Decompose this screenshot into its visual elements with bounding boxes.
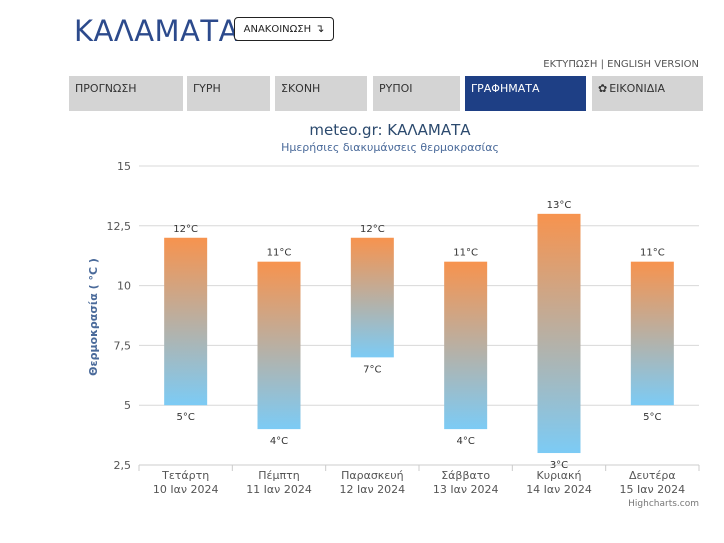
x-category-day: Σάββατο [441, 469, 490, 482]
x-category-day: Κυριακή [537, 469, 582, 482]
tab-label: ΠΡΟΓΝΩΣΗ [75, 82, 137, 95]
x-category-day: Πέμπτη [258, 469, 299, 482]
english-version-link[interactable]: ENGLISH VERSION [607, 59, 699, 70]
y-tick-label: 5 [124, 399, 131, 412]
tab-label: ΓΥΡΗ [193, 82, 221, 95]
temperature-range-bar [257, 261, 301, 430]
tab-label: ΣΚΟΝΗ [281, 82, 321, 95]
tab-pollen[interactable]: ΓΥΡΗ [187, 76, 270, 111]
y-tick-label: 12,5 [107, 220, 132, 233]
y-tick-label: 15 [117, 160, 131, 173]
y-axis-title: Θερμοκρασία ( °C ) [87, 258, 100, 376]
high-temp-label: 11°C [453, 248, 478, 259]
low-temp-label: 3°C [550, 460, 568, 471]
gear-icon: ✿ [598, 82, 608, 95]
x-category-day: Δευτέρα [629, 469, 676, 482]
low-temp-label: 4°C [270, 436, 288, 447]
temperature-range-bar [537, 213, 581, 454]
chart-title: meteo.gr: ΚΑΛΑΜΑΤΑ [309, 121, 471, 139]
temperature-range-bar [350, 237, 394, 358]
low-temp-label: 5°C [176, 412, 194, 423]
tab-dust[interactable]: ΣΚΟΝΗ [275, 76, 367, 111]
x-category-date: 11 Ιαν 2024 [246, 483, 312, 496]
high-temp-label: 11°C [640, 248, 665, 259]
x-category-date: 13 Ιαν 2024 [433, 483, 499, 496]
high-temp-label: 13°C [547, 200, 572, 211]
print-link[interactable]: ΕΚΤΥΠΩΣΗ [543, 59, 598, 70]
temperature-range-bar [444, 261, 488, 430]
y-tick-label: 2,5 [114, 459, 132, 472]
chart-subtitle: Ημερήσιες διακυμάνσεις θερμοκρασίας [281, 141, 499, 154]
high-temp-label: 12°C [360, 224, 385, 235]
chart-svg: meteo.gr: ΚΑΛΑΜΑΤΑ Ημερήσιες διακυμάνσει… [87, 121, 700, 509]
temperature-range-bar [630, 261, 674, 406]
temperature-range-bar [164, 237, 208, 406]
tab-icons[interactable]: ✿ ΕΙΚΟΝΙΔΙΑ [592, 76, 703, 111]
separator: | [600, 59, 604, 70]
arrow-down-icon: ↴ [315, 22, 325, 35]
low-temp-label: 5°C [643, 412, 661, 423]
x-category-date: 10 Ιαν 2024 [153, 483, 219, 496]
tab-forecast[interactable]: ΠΡΟΓΝΩΣΗ [69, 76, 183, 111]
x-category-date: 14 Ιαν 2024 [526, 483, 592, 496]
tab-label: ΡΥΠΟΙ [379, 82, 413, 95]
credits-link[interactable]: Highcharts.com [628, 499, 699, 509]
tab-pollutants[interactable]: ΡΥΠΟΙ [373, 76, 460, 111]
x-category-day: Τετάρτη [161, 469, 209, 482]
y-tick-label: 7,5 [114, 339, 132, 352]
temperature-chart: meteo.gr: ΚΑΛΑΜΑΤΑ Ημερήσιες διακυμάνσει… [0, 115, 724, 539]
high-temp-label: 12°C [173, 224, 198, 235]
announcement-label: ΑΝΑΚΟΙΝΩΣΗ [243, 24, 312, 35]
announcement-button[interactable]: ΑΝΑΚΟΙΝΩΣΗ ↴ [234, 17, 334, 41]
utility-links: ΕΚΤΥΠΩΣΗ | ENGLISH VERSION [543, 59, 699, 70]
low-temp-label: 7°C [363, 364, 381, 375]
x-category-date: 15 Ιαν 2024 [620, 483, 686, 496]
y-tick-label: 10 [117, 280, 131, 293]
high-temp-label: 11°C [267, 248, 292, 259]
x-category-date: 12 Ιαν 2024 [340, 483, 406, 496]
low-temp-label: 4°C [456, 436, 474, 447]
page-title: ΚΑΛΑΜΑΤΑ [74, 14, 239, 48]
tab-label: ΓΡΑΦΗΜΑΤΑ [471, 82, 540, 95]
tab-label: ΕΙΚΟΝΙΔΙΑ [609, 82, 666, 95]
tab-charts[interactable]: ΓΡΑΦΗΜΑΤΑ [465, 76, 586, 111]
x-category-day: Παρασκευή [341, 469, 404, 482]
